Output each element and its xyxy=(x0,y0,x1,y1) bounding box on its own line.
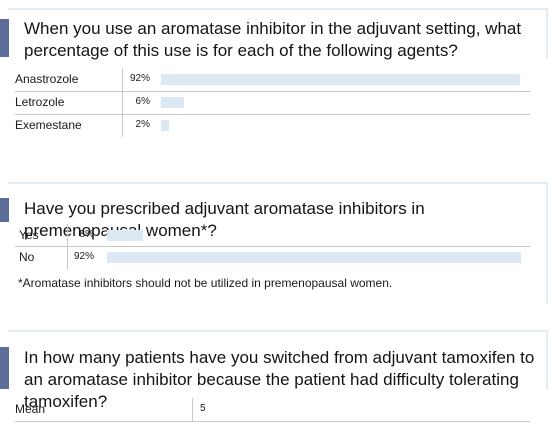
column-divider xyxy=(122,114,123,137)
row-separator xyxy=(15,246,530,247)
table-row: Mean 5 xyxy=(0,398,530,421)
panel-frame-top xyxy=(8,182,548,184)
column-divider xyxy=(67,224,68,247)
row-label: No xyxy=(19,250,35,264)
bar-exemestane xyxy=(161,120,169,131)
bar-yes xyxy=(107,230,143,241)
column-divider xyxy=(192,398,193,421)
question-panel-premenopausal: Have you prescribed adjuvant aromatase i… xyxy=(0,178,560,304)
row-label: Anastrozole xyxy=(15,72,79,86)
row-value: 92% xyxy=(129,73,150,84)
row-label: Exemestane xyxy=(15,118,82,132)
column-divider xyxy=(67,246,68,269)
row-separator xyxy=(15,421,530,422)
row-label: Mean xyxy=(15,402,46,416)
panel-accent-bar xyxy=(0,347,9,389)
question-text: In how many patients have you switched f… xyxy=(24,348,535,411)
row-label: Yes xyxy=(19,228,39,242)
row-value: 6% xyxy=(135,96,150,107)
table-row: Exemestane 2% xyxy=(0,114,530,137)
panel-frame-top xyxy=(8,330,548,332)
bar-anastrozole xyxy=(161,74,520,85)
question-panel-agents: When you use an aromatase inhibitor in t… xyxy=(0,0,560,140)
bar-letrozole xyxy=(161,97,185,108)
panel-accent-bar xyxy=(0,19,9,57)
row-value: 5 xyxy=(200,403,206,414)
table-row: Anastrozole 92% xyxy=(0,68,530,91)
panel-frame-right xyxy=(546,8,548,58)
panel-frame-right xyxy=(546,330,548,390)
table-row: Letrozole 6% xyxy=(0,91,530,114)
bar-no xyxy=(107,252,521,263)
column-divider xyxy=(122,91,123,114)
panel-accent-bar xyxy=(0,198,9,222)
table-row: Yes 8% xyxy=(0,224,530,247)
row-label: Letrozole xyxy=(15,95,65,109)
footnote: *Aromatase inhibitors should not be util… xyxy=(18,276,393,290)
question-text: When you use an aromatase inhibitor in t… xyxy=(24,19,522,60)
table-row: No 92% xyxy=(0,246,530,269)
row-separator xyxy=(15,91,530,92)
panel-frame-top xyxy=(8,8,548,10)
row-value: 8% xyxy=(79,229,94,240)
panel-frame-right xyxy=(546,182,548,304)
row-separator xyxy=(15,114,530,115)
column-divider xyxy=(122,68,123,91)
row-value: 92% xyxy=(73,251,94,262)
row-value: 2% xyxy=(135,119,150,130)
question-panel-switching: In how many patients have you switched f… xyxy=(0,326,560,443)
